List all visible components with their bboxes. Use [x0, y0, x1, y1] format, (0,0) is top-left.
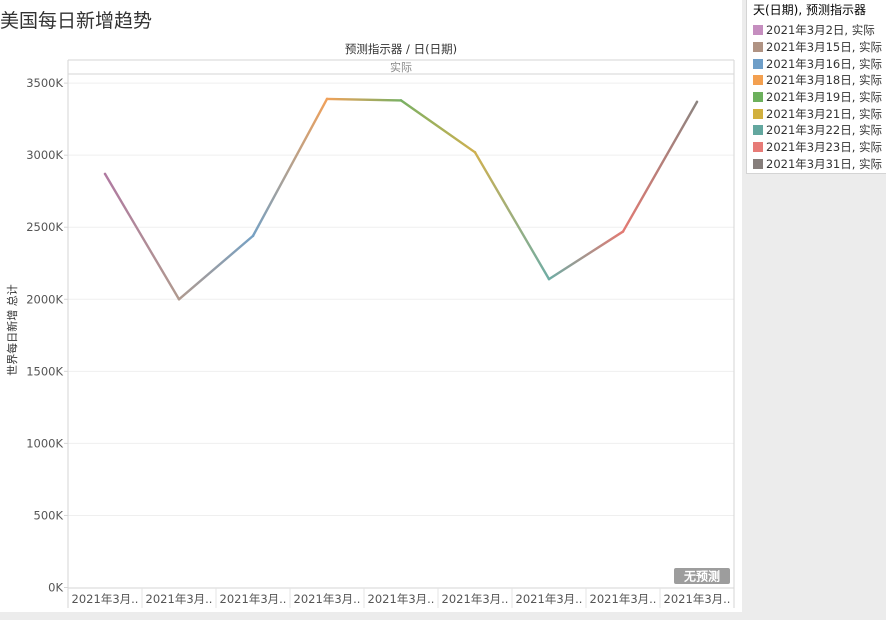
x-tick-label: 2021年3月..	[368, 592, 435, 606]
y-tick-label: 2000K	[26, 292, 63, 306]
data-point[interactable]	[695, 100, 699, 104]
y-axis-ticks: 0K 500K 1000K 1500K 2000K 2500K 3000K 3500K	[26, 76, 68, 595]
data-point[interactable]	[103, 172, 107, 176]
y-tick-label: 3000K	[26, 148, 63, 162]
data-point[interactable]	[251, 234, 255, 238]
y-tick-label: 1500K	[26, 364, 63, 378]
y-tick-label: 0K	[48, 581, 63, 595]
page-title: 美国每日新增趋势	[0, 10, 153, 32]
legend-label: 2021年3月22日, 实际	[766, 123, 883, 138]
legend[interactable]: 天(日期), 预测指示器 2021年3月2日, 实际 2021年3月15日, 实际…	[746, 0, 886, 174]
line-segment[interactable]	[473, 151, 551, 281]
x-tick-label: 2021年3月..	[220, 592, 287, 606]
legend-label: 2021年3月21日, 实际	[766, 106, 883, 121]
no-forecast-badge-label: 无预测	[683, 569, 720, 584]
legend-swatch	[753, 142, 763, 153]
legend-label: 2021年3月31日, 实际	[766, 156, 883, 171]
y-tick-label: 1000K	[26, 436, 63, 450]
legend-label: 2021年3月16日, 实际	[766, 56, 883, 71]
line-series[interactable]	[103, 97, 699, 301]
column-header: 预测指示器 / 日(日期)	[345, 42, 457, 56]
x-tick-label: 2021年3月..	[294, 592, 361, 606]
legend-swatch	[753, 158, 763, 169]
x-axis-ticks: 2021年3月.. 2021年3月.. 2021年3月.. 2021年3月.. 2021…	[72, 588, 731, 608]
legend-swatch	[753, 58, 763, 69]
legend-item[interactable]: 2021年3月16日, 实际	[753, 55, 882, 72]
gridlines	[68, 82, 734, 516]
y-tick-label: 500K	[34, 508, 64, 522]
line-segment[interactable]	[621, 100, 699, 233]
legend-swatch	[753, 92, 763, 103]
no-forecast-badge: 无预测	[674, 568, 730, 584]
legend-label: 2021年3月15日, 实际	[766, 40, 883, 55]
legend-label: 2021年3月18日, 实际	[766, 73, 883, 88]
data-point[interactable]	[547, 277, 551, 281]
legend-label: 2021年3月19日, 实际	[766, 90, 883, 105]
x-tick-label: 2021年3月..	[72, 592, 139, 606]
line-segment[interactable]	[251, 97, 329, 238]
legend-item[interactable]: 2021年3月15日, 实际	[753, 39, 882, 56]
line-segment[interactable]	[399, 99, 477, 154]
legend-item[interactable]: 2021年3月21日, 实际	[753, 105, 882, 122]
legend-swatch	[753, 75, 763, 86]
data-point[interactable]	[177, 298, 181, 301]
bottom-strip	[0, 612, 742, 620]
legend-item[interactable]: 2021年3月31日, 实际	[753, 156, 882, 173]
legend-swatch	[753, 108, 763, 119]
legend-title: 天(日期), 预测指示器	[753, 3, 866, 17]
pane-header: 实际	[390, 60, 412, 74]
legend-item[interactable]: 2021年3月18日, 实际	[753, 72, 882, 89]
y-tick-label: 3500K	[26, 76, 63, 90]
line-chart[interactable]: 预测指示器 / 日(日期) 实际 世界每日新增 总计 0K 500K 1000K 15…	[0, 0, 742, 612]
line-segment[interactable]	[547, 230, 625, 281]
x-tick-label: 2021年3月..	[664, 592, 731, 606]
legend-list: 2021年3月2日, 实际 2021年3月15日, 实际 2021年3月16日, 实…	[753, 22, 882, 172]
y-axis-title: 世界每日新增 总计	[5, 284, 19, 376]
x-tick-label: 2021年3月..	[146, 592, 213, 606]
data-point[interactable]	[399, 99, 403, 102]
legend-item[interactable]: 2021年3月22日, 实际	[753, 122, 882, 139]
no-forecast-badge-bg	[674, 568, 730, 584]
x-tick-label: 2021年3月..	[590, 592, 657, 606]
data-point[interactable]	[473, 151, 477, 154]
data-point[interactable]	[325, 97, 329, 101]
legend-item[interactable]: 2021年3月19日, 实际	[753, 89, 882, 106]
legend-label: 2021年3月2日, 实际	[766, 23, 875, 38]
line-segment[interactable]	[177, 234, 255, 301]
data-point[interactable]	[621, 230, 625, 233]
line-segment[interactable]	[325, 97, 403, 102]
legend-item[interactable]: 2021年3月2日, 实际	[753, 22, 882, 39]
legend-label: 2021年3月23日, 实际	[766, 140, 883, 155]
legend-swatch	[753, 125, 763, 136]
y-tick-label: 2500K	[26, 220, 63, 234]
chart-frame	[67, 59, 735, 608]
x-tick-label: 2021年3月..	[516, 592, 583, 606]
legend-item[interactable]: 2021年3月23日, 实际	[753, 139, 882, 156]
line-segment[interactable]	[103, 172, 181, 301]
legend-swatch	[753, 42, 763, 53]
legend-swatch	[753, 25, 763, 36]
x-tick-label: 2021年3月..	[442, 592, 509, 606]
